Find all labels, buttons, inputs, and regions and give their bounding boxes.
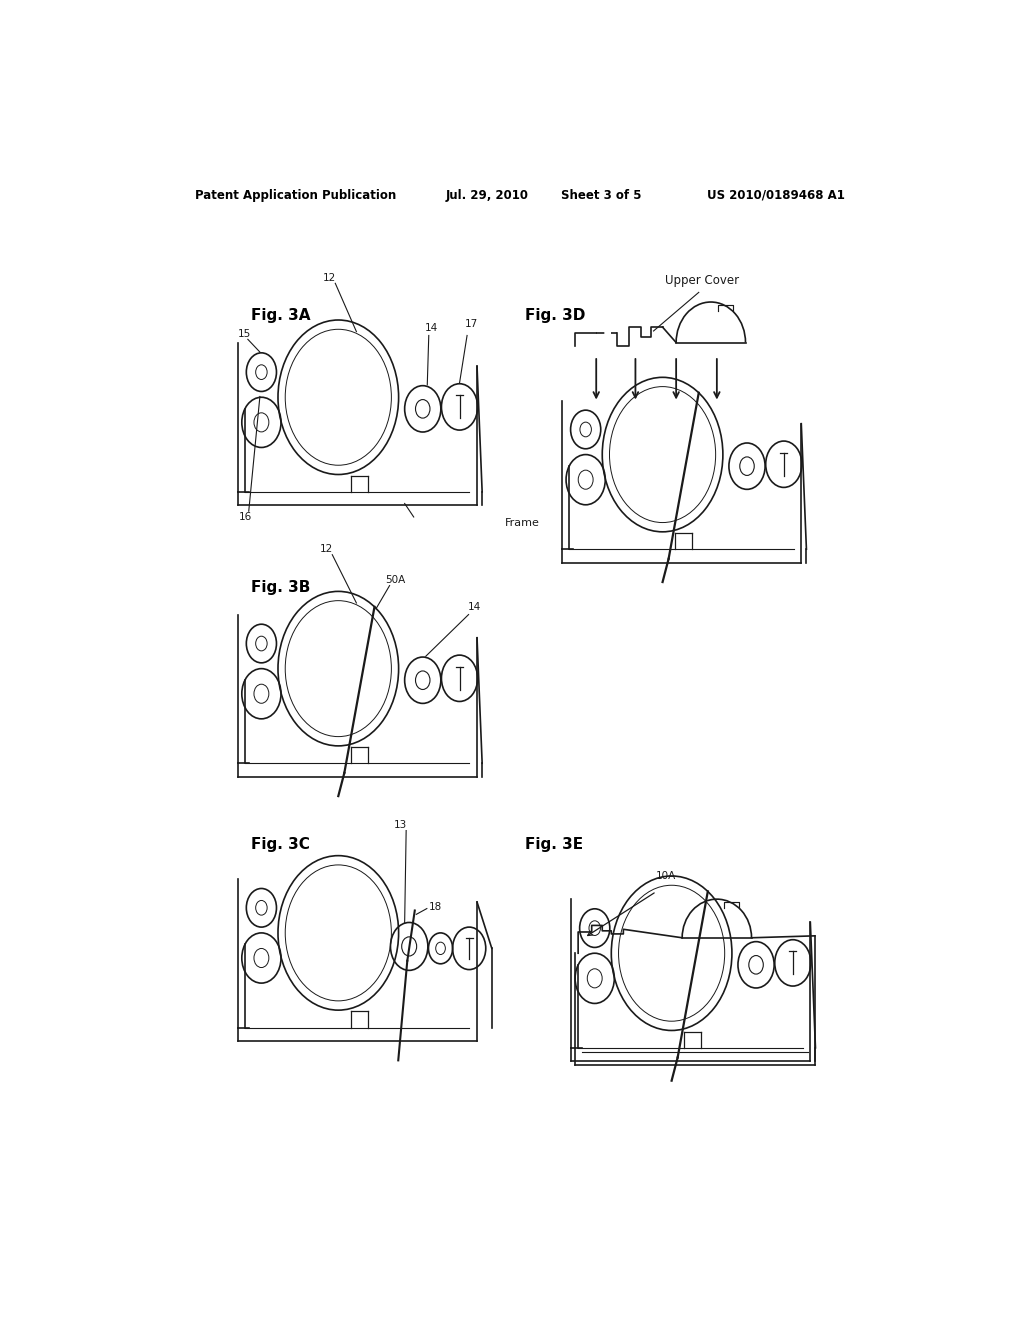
Text: Fig. 3B: Fig. 3B <box>251 579 310 595</box>
Text: Fig. 3D: Fig. 3D <box>524 309 585 323</box>
Text: 17: 17 <box>465 319 478 329</box>
Text: 10A: 10A <box>655 871 676 880</box>
Text: Frame: Frame <box>505 517 540 528</box>
Text: 12: 12 <box>323 272 336 282</box>
Text: 50A: 50A <box>385 574 406 585</box>
Text: 18: 18 <box>429 902 442 912</box>
Text: Sheet 3 of 5: Sheet 3 of 5 <box>560 189 641 202</box>
Text: Fig. 3A: Fig. 3A <box>251 309 310 323</box>
Text: Fig. 3E: Fig. 3E <box>524 837 583 851</box>
Text: Fig. 3C: Fig. 3C <box>251 837 310 851</box>
Text: Jul. 29, 2010: Jul. 29, 2010 <box>445 189 528 202</box>
Text: 13: 13 <box>393 820 407 830</box>
Text: Upper Cover: Upper Cover <box>665 275 739 288</box>
Text: Patent Application Publication: Patent Application Publication <box>196 189 396 202</box>
Text: 16: 16 <box>239 512 252 521</box>
Text: 15: 15 <box>239 329 252 338</box>
Text: US 2010/0189468 A1: US 2010/0189468 A1 <box>708 189 845 202</box>
Text: 14: 14 <box>425 322 438 333</box>
Text: 12: 12 <box>319 544 333 554</box>
Text: 14: 14 <box>468 602 481 612</box>
